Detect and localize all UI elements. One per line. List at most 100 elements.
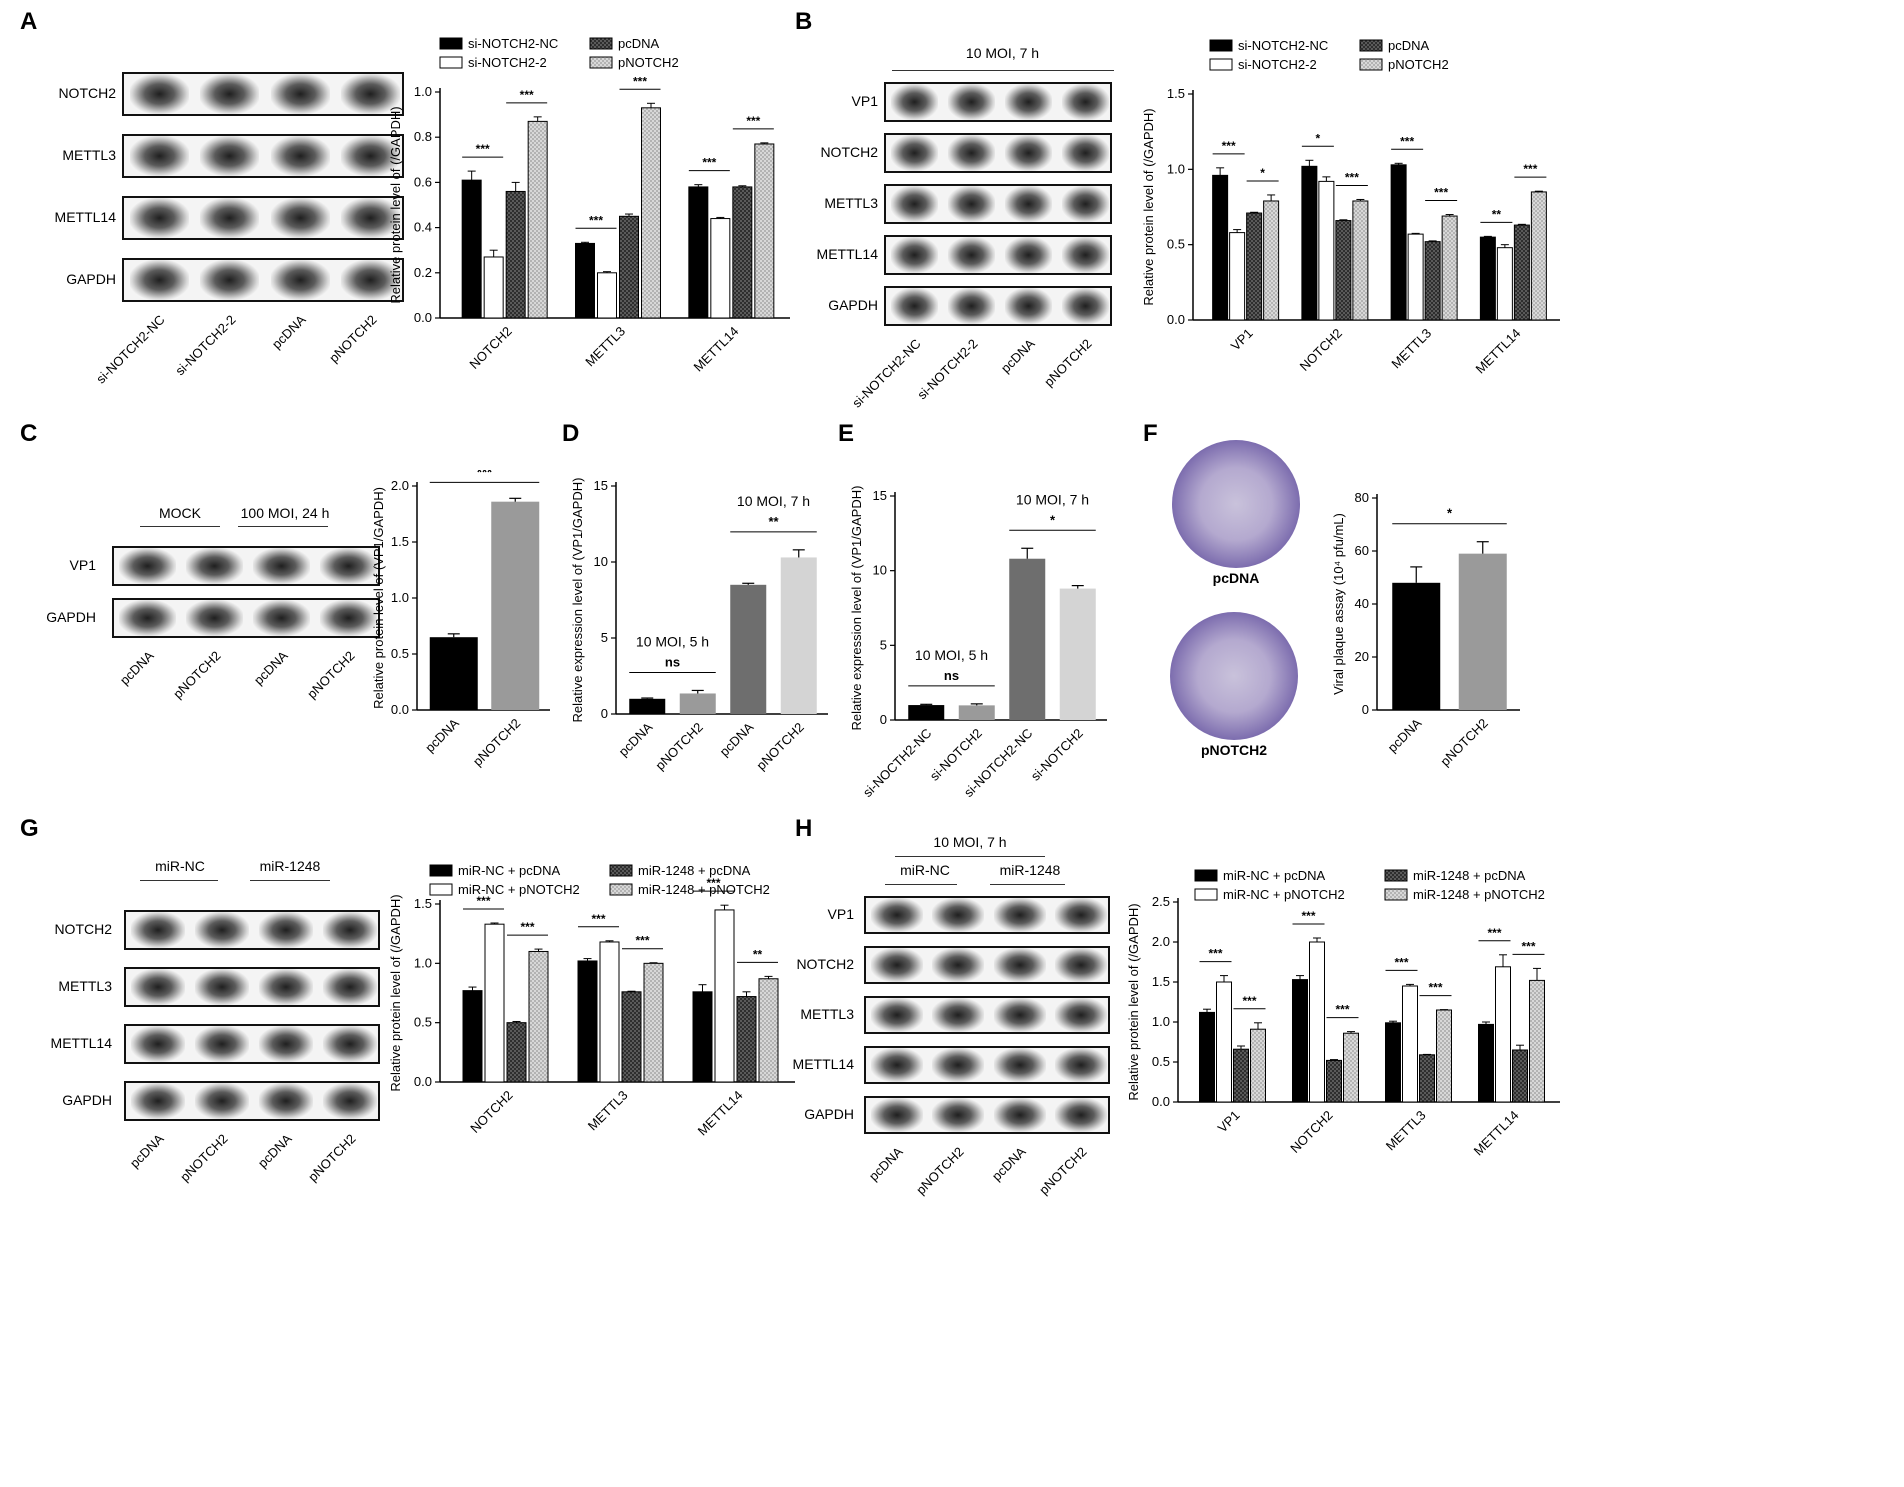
blot-band — [341, 198, 401, 238]
y-tick-label: 2.0 — [391, 478, 409, 493]
y-tick-label: 0.6 — [414, 174, 432, 189]
significance-label: *** — [635, 934, 649, 948]
blot-strip-mettl14 — [864, 1046, 1110, 1084]
blot-band — [323, 912, 377, 948]
bar-pnotch2-3 — [780, 557, 817, 714]
bar-pnotch2-mettl3 — [641, 107, 661, 319]
blot-band — [323, 1083, 377, 1119]
blot-strip-vp1 — [884, 82, 1112, 122]
blot-band — [200, 198, 260, 238]
blot-band — [993, 898, 1046, 932]
bar-mir-nc-pcdna-notch2 — [1292, 979, 1308, 1103]
bar-chart-c: 0.0 0.5 1.0 1.5 2.0 Relative protein level of… — [371, 470, 550, 769]
y-tick-label: 0.5 — [1167, 237, 1185, 252]
significance-label: * — [1316, 131, 1321, 145]
significance-label: * — [1050, 512, 1056, 527]
blot-row-label-notch2: NOTCH2 — [58, 85, 116, 101]
blot-band — [131, 1026, 185, 1062]
y-tick-label: 15 — [594, 478, 608, 493]
bar-pcdna-vp1 — [1246, 212, 1263, 321]
blot-band — [1061, 288, 1110, 324]
group-label: 10 MOI, 7 h — [737, 493, 810, 509]
bar-si-notch2-nc-mettl3 — [1390, 164, 1407, 321]
blot-row-label-mettl14: METTL14 — [50, 1035, 112, 1051]
legend-label-mir-nc-pnotch2: miR-NC + pNOTCH2 — [1223, 887, 1345, 902]
y-axis-label: Relative expression level of (VP1/GAPDH) — [570, 478, 585, 723]
bar-mir-1248-pcdna-vp1 — [1233, 1048, 1249, 1103]
blot-band — [993, 1098, 1046, 1132]
legend-swatch-si-notch2-nc — [439, 37, 463, 50]
bar-mir-nc-pcdna-notch2 — [462, 990, 483, 1083]
y-tick-label: 1.0 — [414, 955, 432, 970]
legend-swatch-mir-nc-pnotch2 — [429, 883, 453, 896]
x-category-label: si-NOCTH2-NC — [860, 726, 934, 800]
bar-mir-nc-pnotch2-notch2 — [1309, 941, 1325, 1103]
bar-mir-nc-pnotch2-notch2 — [484, 923, 505, 1083]
legend-label-si-notch2-nc: si-NOTCH2-NC — [1238, 38, 1328, 53]
blot-strip-notch2 — [884, 133, 1112, 173]
bar-si-notch2-2-mettl14 — [1496, 247, 1513, 321]
significance-label: *** — [1301, 909, 1315, 923]
blot-band — [195, 969, 249, 1005]
bar-pcdna-0 — [1392, 582, 1441, 710]
x-category-label: pcDNA — [616, 719, 656, 759]
significance-label: *** — [591, 912, 605, 926]
blot-band — [890, 186, 939, 222]
blot-band — [932, 948, 985, 982]
y-tick-label: 0.0 — [414, 310, 432, 325]
bar-si-notch2-nc-mettl14 — [1479, 236, 1496, 321]
legend-label-pnotch2: pNOTCH2 — [618, 55, 679, 70]
blot-row-label-mettl14: METTL14 — [54, 209, 116, 225]
x-category-label: pNOTCH2 — [1437, 716, 1491, 770]
blot-band — [890, 135, 939, 171]
blot-band — [129, 74, 189, 114]
bar-mir-nc-pnotch2-mettl3 — [599, 941, 620, 1083]
blot-h-header-line — [895, 856, 1045, 857]
blot-band — [195, 1026, 249, 1062]
significance-label: * — [1447, 506, 1453, 521]
blot-band — [270, 198, 330, 238]
x-category-label: pNOTCH2 — [652, 720, 706, 774]
y-tick-label: 5 — [880, 637, 887, 652]
blot-band — [341, 136, 401, 176]
bar-si-notch2-nc-vp1 — [1212, 174, 1229, 321]
blot-band — [993, 948, 1046, 982]
significance-label: *** — [1434, 186, 1448, 200]
y-tick-label: 1.5 — [414, 896, 432, 911]
x-category-label: VP1 — [1228, 326, 1256, 354]
x-category-label: pNOTCH2 — [753, 720, 807, 774]
blot-band — [1061, 135, 1110, 171]
y-tick-label: 10 — [594, 554, 608, 569]
blot-band — [186, 600, 243, 636]
bar-chart-h: 0.0 0.5 1.0 1.5 2.0 2.5 Relative protein level… — [1126, 868, 1560, 1158]
blot-row-label-mettl3: METTL3 — [62, 147, 116, 163]
blot-row-label-vp1: VP1 — [851, 93, 878, 109]
blot-band — [341, 74, 401, 114]
blot-row-label-vp1: VP1 — [827, 906, 854, 922]
legend-swatch-mir-1248-pnotch2 — [609, 883, 633, 896]
group-label: 10 MOI, 5 h — [636, 633, 709, 649]
legend-label-mir-nc-pcdna: miR-NC + pcDNA — [1223, 868, 1326, 883]
blot-band — [259, 1083, 313, 1119]
blot-band — [320, 600, 377, 636]
bar-pcdna-0 — [429, 637, 478, 710]
bar-mir-1248-pnotch2-notch2 — [1343, 1032, 1359, 1103]
blot-strip-mettl3 — [122, 134, 404, 178]
blot-band — [259, 912, 313, 948]
bar-si-notch2-2-vp1 — [1229, 232, 1246, 321]
significance-label: *** — [476, 142, 490, 156]
significance-label: ** — [753, 947, 763, 961]
y-tick-label: 10 — [873, 563, 887, 578]
blot-row-label-mettl14: METTL14 — [816, 246, 878, 262]
y-tick-label: 0.0 — [1152, 1094, 1170, 1109]
blot-row-label-gapdh: GAPDH — [66, 271, 116, 287]
bar-pnotch2-1 — [491, 501, 540, 710]
blot-band — [200, 74, 260, 114]
blot-lane-label-si-notch2-2: si-NOTCH2-2 — [913, 336, 981, 403]
legend-swatch-si-notch2-2 — [1209, 58, 1233, 71]
bar-pnotch2-vp1 — [1263, 200, 1280, 321]
panel-letter-g: G — [20, 815, 39, 842]
blot-row-label-notch2: NOTCH2 — [820, 144, 878, 160]
blot-row-label-gapdh: GAPDH — [828, 297, 878, 313]
blot-strip-gapdh — [124, 1081, 380, 1121]
